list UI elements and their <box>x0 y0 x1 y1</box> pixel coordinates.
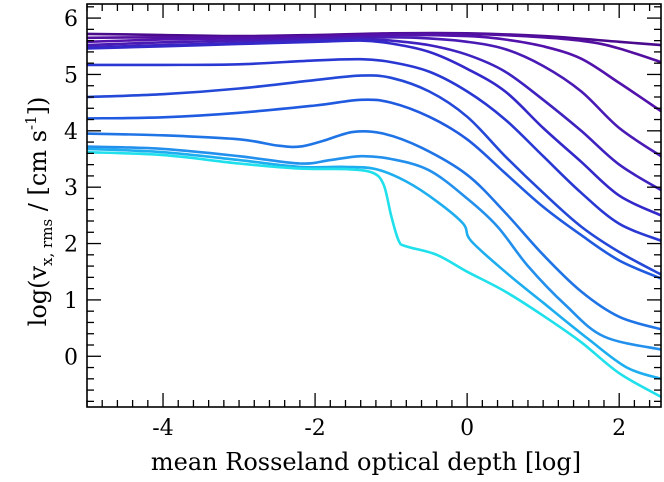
plot-frame <box>86 3 662 408</box>
x-tick-label: -4 <box>152 416 173 441</box>
series-line-8 <box>87 74 661 276</box>
series-line-11 <box>87 145 661 351</box>
series-line-6 <box>87 39 661 217</box>
x-tick-label: -2 <box>304 416 325 441</box>
y-axis-label: log(vx, rms / [cm s-1]) <box>22 97 56 327</box>
tick-label-layer: -4 -2 0 2 0 1 2 3 4 5 6 <box>64 7 626 441</box>
y-tick-label: 5 <box>64 63 78 88</box>
y-tick-label: 6 <box>64 7 78 32</box>
y-axis-label-prefix: log(v <box>24 266 52 327</box>
series-line-4 <box>87 35 661 158</box>
y-tick-label: 2 <box>64 233 78 258</box>
series-line-3 <box>87 33 661 113</box>
y-axis-label-suffix: ]) <box>24 97 52 116</box>
y-axis-label-middle: / [cm s <box>24 130 52 219</box>
x-tick-label: 0 <box>460 416 474 441</box>
y-tick-label: 0 <box>64 345 78 370</box>
series-layer <box>87 31 661 399</box>
tick-layer <box>86 4 661 407</box>
y-axis-label-subscript: x, rms <box>38 219 56 266</box>
series-line-12 <box>87 147 661 381</box>
y-tick-label: 3 <box>64 176 78 201</box>
y-tick-label: 1 <box>64 289 78 314</box>
series-line-10 <box>87 129 661 331</box>
x-axis-label: mean Rosseland optical depth [log] <box>151 448 581 476</box>
series-line-7 <box>87 57 661 242</box>
x-tick-label: 2 <box>612 416 626 441</box>
y-tick-label: 4 <box>64 120 78 145</box>
y-axis-label-superscript: -1 <box>22 115 40 130</box>
series-line-9 <box>87 98 661 280</box>
series-line-2 <box>87 32 661 64</box>
series-line-13 <box>87 150 661 399</box>
